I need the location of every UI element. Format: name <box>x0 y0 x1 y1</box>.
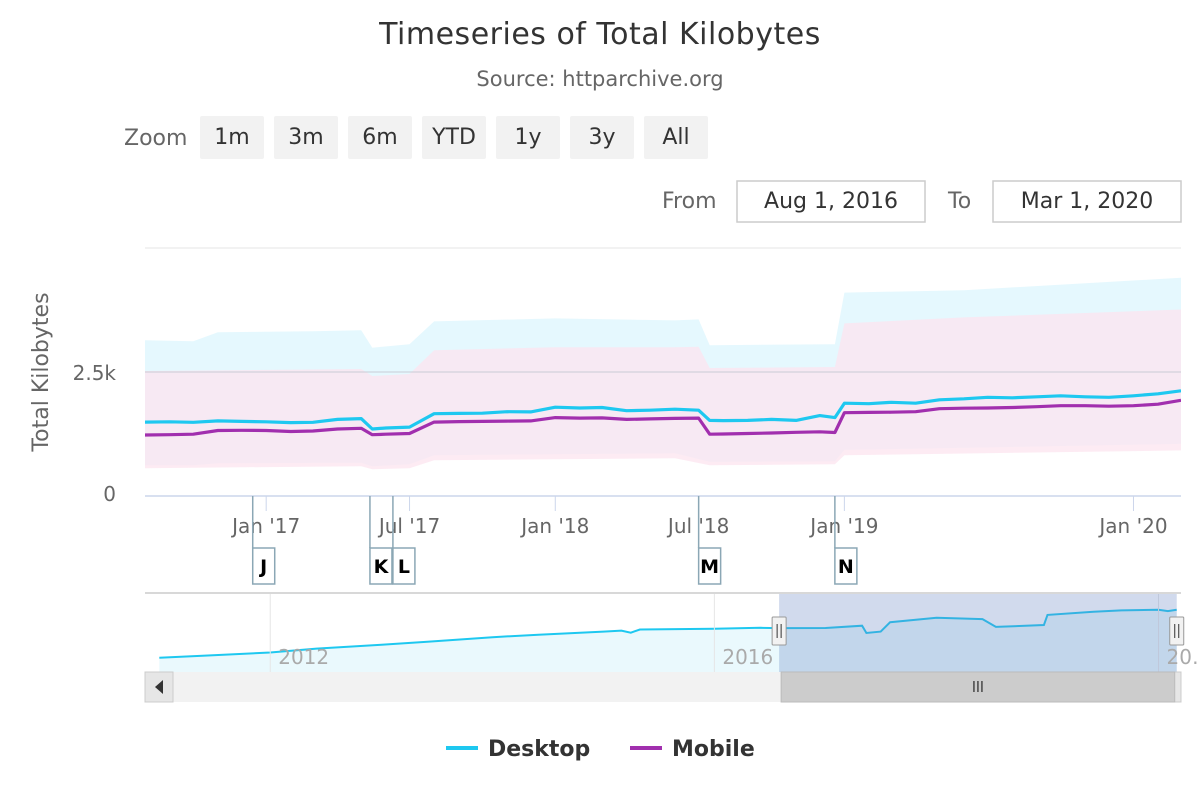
legend-item-mobile[interactable]: Mobile <box>630 737 755 762</box>
zoom-button-ytd-label: YTD <box>431 125 476 150</box>
flag-l[interactable]: L <box>392 496 416 585</box>
chart-subtitle: Source: httparchive.org <box>476 67 723 91</box>
x-tick-label: Jan '20 <box>1097 514 1167 538</box>
navigator-selection[interactable] <box>779 594 1177 672</box>
navigator-handle-left[interactable] <box>771 616 787 646</box>
series-line-mobile <box>145 398 1181 437</box>
zoom-button-6m[interactable]: 6m <box>348 116 412 159</box>
x-tick-label: Jul '18 <box>666 514 729 538</box>
from-date-input[interactable]: Aug 1, 2016 <box>736 180 926 223</box>
navigator-handles[interactable] <box>771 616 1185 646</box>
flag-label: N <box>838 556 854 578</box>
scroll-left-button[interactable] <box>144 671 174 703</box>
chart-title: Timeseries of Total Kilobytes <box>378 17 821 52</box>
x-tick-label: Jan '17 <box>230 514 300 538</box>
x-tick-label: Jan '19 <box>808 514 878 538</box>
series-line-desktop <box>145 389 1181 431</box>
flag-k[interactable]: K <box>369 496 393 585</box>
to-date-input[interactable]: Mar 1, 2020 <box>992 180 1182 223</box>
navigator-tick-label: 2012 <box>278 645 329 669</box>
flag-label: J <box>258 556 267 578</box>
flag-n[interactable]: N <box>834 496 858 585</box>
arrow-left-icon <box>155 680 163 694</box>
y-axis-label: Total Kilobytes <box>29 292 54 452</box>
band-mobile <box>145 309 1181 470</box>
navigator-area <box>159 609 1177 672</box>
y-tick-label: 2.5k <box>73 361 117 385</box>
x-tick-label: Jan '18 <box>519 514 589 538</box>
zoom-button-all-label: All <box>662 125 689 150</box>
from-date-value: Aug 1, 2016 <box>764 189 898 214</box>
navigator[interactable]: 2012 2016 20… <box>145 592 1200 672</box>
zoom-button-3y[interactable]: 3y <box>570 116 634 159</box>
from-label: From <box>662 189 717 214</box>
navigator-tick-label: 2016 <box>722 645 773 669</box>
zoom-label: Zoom <box>124 126 187 151</box>
zoom-button-3m-label: 3m <box>288 125 323 150</box>
y-axis: 0 2.5k <box>73 361 117 506</box>
legend-item-desktop[interactable]: Desktop <box>446 737 590 762</box>
zoom-button-3m[interactable]: 3m <box>274 116 338 159</box>
bands-layer <box>145 277 1181 470</box>
zoom-button-3y-label: 3y <box>588 125 615 150</box>
navigator-line <box>159 608 1177 659</box>
legend-desktop-label: Desktop <box>488 737 590 762</box>
zoom-button-1y[interactable]: 1y <box>496 116 560 159</box>
zoom-button-all[interactable]: All <box>644 116 708 159</box>
flag-label: L <box>398 556 410 578</box>
flag-label: K <box>374 556 390 578</box>
flag-m[interactable]: M <box>697 496 722 585</box>
lines-layer <box>145 389 1181 437</box>
flag-label: M <box>700 556 719 578</box>
plot-area <box>145 277 1181 470</box>
zoom-button-6m-label: 6m <box>362 125 397 150</box>
navigator-tick-label: 20… <box>1167 645 1200 669</box>
navigator-series <box>159 594 1177 672</box>
zoom-button-ytd[interactable]: YTD <box>422 116 486 159</box>
zoom-button-1m[interactable]: 1m <box>200 116 264 159</box>
navigator-handle-right[interactable] <box>1169 616 1185 646</box>
scrollbar[interactable] <box>144 671 1182 703</box>
x-axis: Jan '17 Jul '17 Jan '18 Jul '18 Jan '19 Jan '… <box>230 496 1168 538</box>
to-label: To <box>947 189 971 214</box>
scrollbar-thumb[interactable] <box>780 671 1176 703</box>
navigator-mask[interactable] <box>779 594 1177 672</box>
zoom-button-1m-label: 1m <box>214 125 249 150</box>
flag-j[interactable]: J <box>251 496 276 585</box>
navigator-axis: 2012 2016 20… <box>278 645 1200 669</box>
legend-mobile-label: Mobile <box>672 737 755 762</box>
zoom-button-1y-label: 1y <box>514 125 541 150</box>
x-tick-label: Jul '17 <box>377 514 440 538</box>
to-date-value: Mar 1, 2020 <box>1021 189 1153 214</box>
y-tick-label: 0 <box>103 482 116 506</box>
